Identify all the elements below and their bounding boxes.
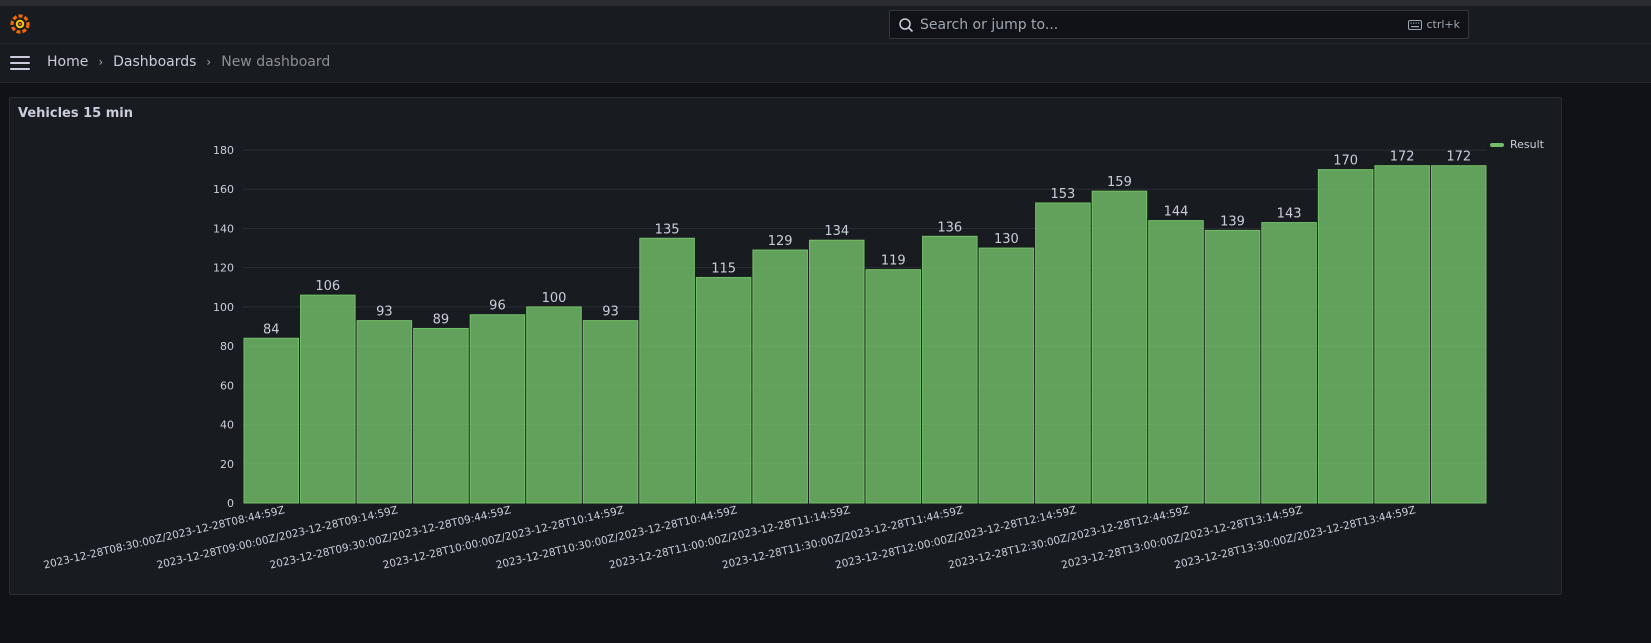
- panel-title: Vehicles 15 min: [18, 106, 133, 121]
- keyboard-icon: [1408, 19, 1423, 30]
- bar[interactable]: [639, 237, 695, 504]
- bar[interactable]: [526, 306, 582, 504]
- bar-value-label: 129: [768, 234, 793, 249]
- chevron-right-icon: ›: [98, 55, 104, 69]
- bar[interactable]: [808, 239, 865, 504]
- keyboard-shortcut: ctrl+k: [1408, 18, 1460, 31]
- bar[interactable]: [469, 314, 526, 504]
- bar-value-label: 119: [881, 254, 906, 269]
- bar-value-label: 144: [1164, 205, 1189, 220]
- bar[interactable]: [243, 337, 300, 504]
- bar-value-label: 115: [711, 261, 736, 276]
- bar-value-label: 143: [1277, 207, 1302, 222]
- bar-value-label: 135: [655, 222, 680, 237]
- y-tick-label: 180: [213, 144, 234, 157]
- bar[interactable]: [865, 269, 922, 504]
- y-tick-label: 20: [220, 458, 234, 471]
- bar[interactable]: [1317, 169, 1374, 504]
- bar-value-label: 159: [1107, 175, 1132, 190]
- y-tick-label: 40: [220, 419, 234, 432]
- bar[interactable]: [695, 276, 752, 504]
- bar-value-label: 93: [602, 305, 619, 320]
- bar-value-label: 153: [1050, 187, 1075, 202]
- legend-swatch: [1490, 142, 1504, 147]
- bar[interactable]: [752, 249, 808, 504]
- y-tick-label: 80: [220, 340, 234, 353]
- search-icon: [899, 17, 914, 32]
- bar-value-label: 84: [263, 322, 280, 337]
- shortcut-text: ctrl+k: [1426, 18, 1460, 31]
- bar-value-label: 93: [376, 305, 393, 320]
- bar-value-label: 170: [1333, 154, 1358, 169]
- y-tick-label: 140: [213, 222, 234, 235]
- breadcrumb-home[interactable]: Home: [47, 54, 89, 70]
- bar-value-label: 172: [1446, 150, 1471, 165]
- bar[interactable]: [978, 247, 1035, 504]
- bar[interactable]: [922, 235, 978, 504]
- y-tick-label: 60: [220, 379, 234, 392]
- hamburger-menu-icon[interactable]: [10, 55, 30, 71]
- bar-value-label: 172: [1390, 150, 1415, 165]
- bar-value-label: 100: [542, 291, 567, 306]
- breadcrumb-current: New dashboard: [221, 54, 331, 70]
- chevron-right-icon: ›: [206, 55, 212, 69]
- bar[interactable]: [1091, 190, 1148, 504]
- legend-label: Result: [1510, 138, 1544, 151]
- search-placeholder: Search or jump to...: [920, 16, 1059, 33]
- bar-value-label: 130: [994, 232, 1019, 247]
- bar-chart: 0 20 40 60 80 100 120 140 160 180 84 106 93 89 96 100 93…: [42, 144, 1487, 572]
- chart-panel[interactable]: Vehicles 15 min Result 0 20 40 60 80 100 120 14…: [9, 97, 1562, 595]
- bar-value-label: 136: [937, 220, 962, 235]
- y-tick-label: 160: [213, 183, 234, 196]
- bar[interactable]: [356, 320, 413, 504]
- bar-value-label: 89: [433, 312, 450, 327]
- bar[interactable]: [413, 327, 469, 504]
- bar[interactable]: [1148, 220, 1204, 504]
- bar-value-label: 106: [315, 279, 340, 294]
- bar[interactable]: [1204, 229, 1261, 504]
- bar[interactable]: [1261, 222, 1317, 504]
- bar[interactable]: [1035, 202, 1091, 504]
- y-tick-label: 0: [227, 497, 234, 510]
- bar[interactable]: [1374, 165, 1430, 504]
- bar[interactable]: [1430, 165, 1487, 504]
- grafana-logo-icon[interactable]: [9, 13, 31, 35]
- y-tick-label: 100: [213, 301, 234, 314]
- breadcrumb: Home › Dashboards › New dashboard: [47, 54, 330, 70]
- bar-value-label: 139: [1220, 214, 1245, 229]
- breadcrumb-dashboards[interactable]: Dashboards: [113, 54, 197, 70]
- y-tick-label: 120: [213, 262, 234, 275]
- bar[interactable]: [300, 294, 356, 504]
- search-input[interactable]: Search or jump to... ctrl+k: [889, 10, 1469, 39]
- window-top-strip: [0, 0, 1651, 6]
- top-bar: Search or jump to... ctrl+k: [0, 6, 1651, 44]
- bar-value-label: 96: [489, 299, 506, 314]
- chart-legend[interactable]: Result: [1490, 138, 1544, 151]
- bar-value-label: 134: [824, 224, 849, 239]
- bar[interactable]: [582, 320, 639, 504]
- nav-bar: Home › Dashboards › New dashboard: [0, 44, 1651, 83]
